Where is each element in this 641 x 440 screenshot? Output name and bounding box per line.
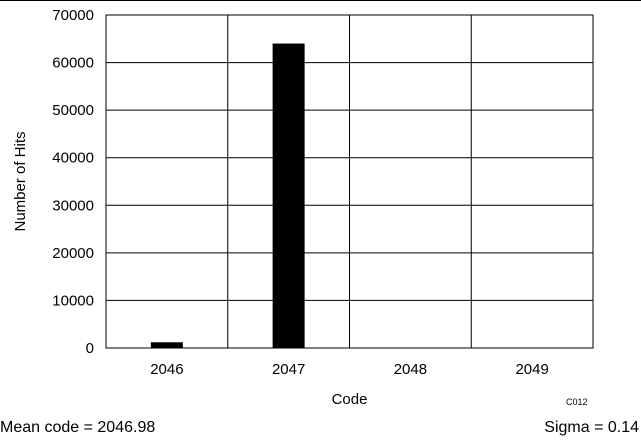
x-tick-labels: 2046 2047 2048 2049 bbox=[150, 361, 549, 378]
x-axis-title: Code bbox=[332, 391, 368, 408]
y-tick-label: 20000 bbox=[52, 245, 94, 262]
y-tick-label: 10000 bbox=[52, 292, 94, 309]
plot-frame bbox=[105, 14, 594, 349]
bar-2046 bbox=[150, 342, 183, 348]
sigma-label: Sigma = 0.14 bbox=[544, 419, 639, 436]
y-tick-label: 30000 bbox=[52, 197, 94, 214]
histogram-chart: 0 10000 20000 30000 40000 50000 60000 70000 204… bbox=[12, 7, 594, 408]
y-axis-title: Number of Hits bbox=[12, 131, 29, 231]
x-tick-label: 2046 bbox=[150, 361, 183, 378]
x-tick-label: 2049 bbox=[515, 361, 548, 378]
x-tick-label: 2047 bbox=[272, 361, 305, 378]
y-tick-label: 40000 bbox=[52, 150, 94, 167]
y-tick-labels: 0 10000 20000 30000 40000 50000 60000 70000 bbox=[52, 7, 94, 357]
figure-code: C012 bbox=[566, 397, 588, 407]
y-tick-label: 50000 bbox=[52, 102, 94, 119]
grid-lines bbox=[106, 14, 593, 349]
x-tick-label: 2048 bbox=[394, 361, 427, 378]
mean-code-label: Mean code = 2046.98 bbox=[0, 419, 156, 436]
y-tick-label: 0 bbox=[86, 340, 94, 357]
top-rule bbox=[0, 0, 641, 1]
bars bbox=[150, 43, 305, 349]
y-tick-label: 60000 bbox=[52, 55, 94, 72]
y-tick-label: 70000 bbox=[52, 7, 94, 24]
bar-2047 bbox=[272, 43, 305, 349]
